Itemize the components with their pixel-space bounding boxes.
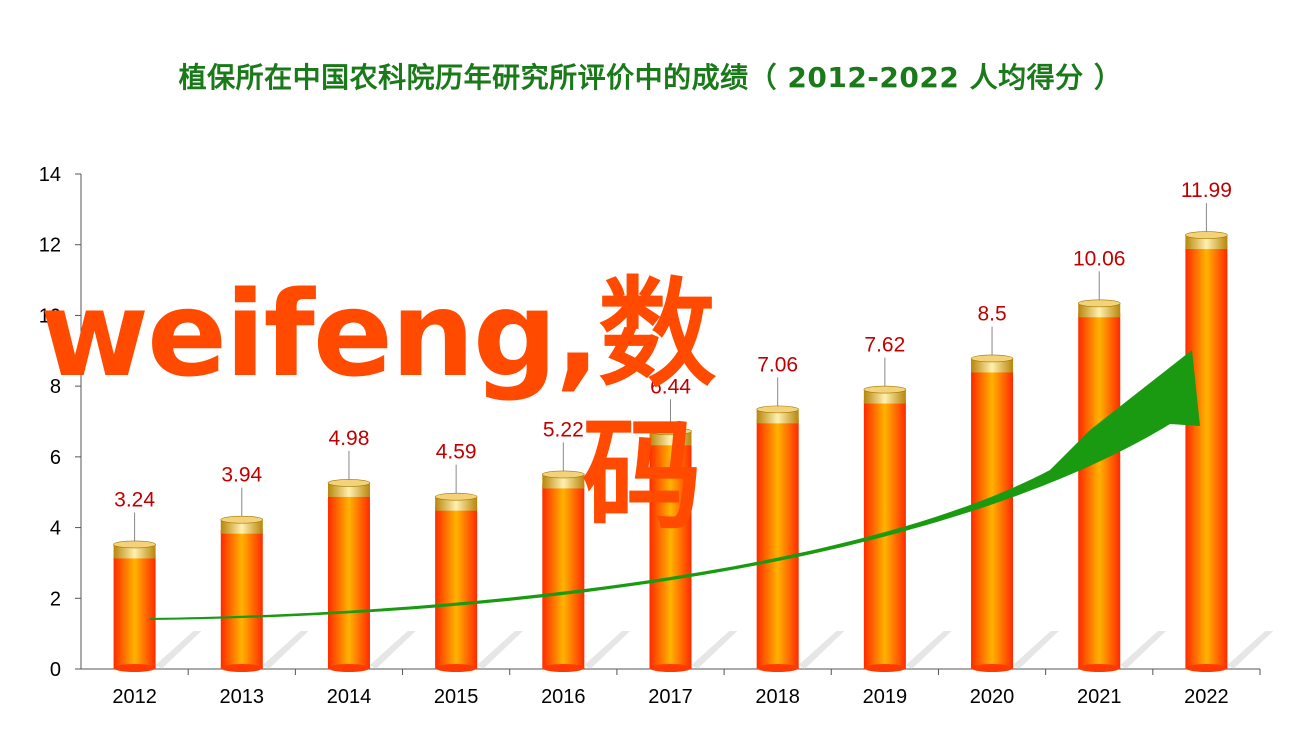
y-tick-label: 0 [50,659,61,681]
bar-cap [542,474,585,489]
bar-base [542,664,585,672]
data-label: 4.98 [329,427,370,450]
bar-base [1078,664,1121,672]
y-tick-label: 12 [39,235,61,257]
bar-cap [1078,303,1121,318]
data-label: 10.06 [1073,247,1126,270]
x-tick-label: 2016 [541,686,586,708]
bar-base [649,664,692,672]
bar-cap [220,519,263,534]
bar-shadow [155,630,202,669]
bar-cap-top [434,492,478,501]
bar-cap [1185,235,1228,250]
bar-shadow [691,630,738,669]
bar-shadow [905,630,952,669]
data-label: 8.5 [977,302,1006,325]
bar-cap [435,496,478,511]
data-label: 3.24 [114,488,155,511]
bar-cap [113,544,156,559]
x-tick-label: 2017 [648,686,693,708]
bar-cap [756,409,799,424]
data-label: 5.22 [543,418,584,441]
x-tick-label: 2012 [112,686,157,708]
bar-base [435,664,478,672]
bar-cap-top [542,470,585,479]
bar [1078,313,1121,669]
bar-cap-top [756,405,799,414]
bar-shadow [1013,630,1059,669]
bar-cap [649,431,692,446]
data-label: 6.44 [650,375,691,398]
y-tick-label: 10 [39,305,61,327]
bar [971,368,1014,669]
bar-shadow [798,630,845,669]
bar-shadow [584,630,631,669]
x-tick-label: 2020 [970,686,1015,708]
data-label: 4.59 [436,441,477,464]
bar-base [1185,664,1228,672]
bar-shadow [1120,630,1167,669]
bar-base [863,664,906,672]
bar-base [113,664,156,672]
bar-cap-top [649,427,692,436]
data-label: 11.99 [1181,179,1232,202]
x-tick-label: 2021 [1077,686,1122,708]
bar-shadow [262,630,309,669]
y-tick-label: 2 [50,588,61,610]
bar-cap [971,358,1014,373]
chart-title: 植保所在中国农科院历年研究所评价中的成绩（ 2012-2022 人均得分 ） [178,61,1123,94]
bar-shadow [477,630,523,669]
bar-base [756,664,799,672]
bar-cap [327,482,370,497]
y-tick-label: 8 [50,376,61,398]
bar [542,484,585,669]
bar-cap-top [863,385,907,394]
data-label: 7.62 [864,334,905,357]
bar-cap-top [327,479,371,487]
data-label: 3.94 [221,464,262,487]
y-tick-label: 14 [39,164,61,186]
bar [435,506,478,669]
data-label: 7.06 [757,353,798,376]
x-tick-label: 2019 [863,686,908,708]
x-tick-label: 2013 [220,686,265,708]
bar-cap-top [1185,231,1228,239]
bar-base [220,664,263,672]
bar-base [971,664,1014,672]
bar-shadow [1227,630,1274,669]
bar-cap-top [220,515,264,524]
bar [220,529,263,669]
x-tick-label: 2022 [1184,686,1229,708]
x-tick-label: 2014 [327,686,372,708]
bar [113,554,156,669]
x-tick-label: 2015 [434,686,479,708]
bar-cap-top [113,540,156,549]
bar [327,492,370,669]
x-tick-label: 2018 [755,686,800,708]
bar-cap-top [1077,299,1121,308]
bar [1185,245,1228,669]
bar-shadow [369,630,416,669]
bar [756,419,799,669]
y-tick-label: 6 [50,447,61,469]
bar-base [327,664,370,672]
bar-cap-top [970,354,1014,363]
y-tick-label: 4 [50,518,61,540]
bar [649,441,692,669]
bar-cap [863,389,906,404]
